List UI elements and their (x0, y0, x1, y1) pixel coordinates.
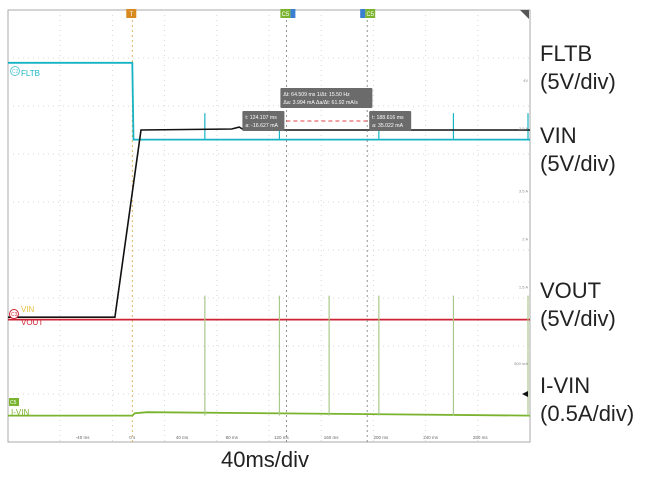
x-tick-label: -40 ms (76, 435, 91, 440)
right-scale-label: 4V (523, 78, 528, 83)
oscilloscope-plot: t: 124.107 ms a: -16.627 mA t: 188.616 ms a… (7, 9, 531, 443)
grid (8, 10, 530, 442)
ivin-scale: (0.5A/div) (540, 401, 635, 426)
cursor-b-marker: C5 (365, 9, 376, 18)
cursor-a-marker-text: C5 (282, 12, 290, 18)
vin-scale: (5V/div) (540, 151, 616, 176)
cursor-delta-readout-bg (280, 88, 373, 108)
fltb-name: FLTB (540, 41, 593, 66)
right-scale-label: 3.5 A (519, 188, 528, 193)
right-scale-label: 2 A (522, 236, 528, 241)
fltb-scale: (5V/div) (540, 69, 616, 94)
right-label-ivin: I-VIN (0.5A/div) (540, 372, 634, 428)
x-tick-label: 120 ms (274, 435, 290, 440)
right-scale-label: 500 mA (514, 361, 528, 366)
cursor-a-marker: C5 (280, 9, 291, 18)
right-scale-label: 1.5 A (519, 284, 528, 289)
fltb-trace (8, 61, 530, 141)
cursor-a-readout-line1: t: 124.107 ms (245, 115, 277, 121)
trigger-marker-bg (126, 9, 137, 18)
right-scale-label: 3.5 A (519, 126, 528, 131)
x-tick-labels: -40 ms 0 s 40 ms 80 ms 120 ms 160 ms 200 ms 240… (76, 435, 489, 440)
cursor-a-readout: t: 124.107 ms a: -16.627 mA (242, 111, 285, 131)
fltb-channel-label: FLTB (21, 69, 40, 78)
vout-scale: (5V/div) (540, 306, 616, 331)
cursor-delta-readout-line2: Δa: 3.994 mA Δa/Δt: 61.92 mA/s (283, 100, 358, 106)
x-tick-label: 240 ms (423, 435, 439, 440)
vout-channel-marker (9, 309, 19, 319)
top-markers: T C5 C5 (126, 9, 529, 19)
x-tick-label: 40 ms (176, 435, 189, 440)
fltb-channel-id: C2 (12, 69, 19, 75)
cursor-b-readout-line1: t: 188.616 ms (372, 115, 404, 121)
x-tick-label: 160 ms (324, 435, 340, 440)
vout-channel-id: C3 (11, 312, 18, 318)
cursor-b-marker-tab (360, 9, 366, 18)
cursor-b-marker-bg (365, 9, 376, 18)
traces (8, 61, 531, 417)
ivin-channel-id: C5 (10, 400, 17, 406)
ivin-name: I-VIN (540, 373, 591, 398)
trigger-marker-text: T (129, 12, 133, 18)
cursor-b-readout-line2: a: 35.022 mA (372, 123, 403, 129)
fltb-channel-marker (10, 66, 20, 76)
trigger-marker: T (126, 9, 137, 18)
right-label-vin: VIN (5V/div) (540, 122, 616, 178)
ivin-channel-marker (9, 398, 19, 406)
vin-channel-label: VIN (21, 305, 35, 314)
x-tick-label: 280 ms (473, 435, 489, 440)
x-axis-title: 40ms/div (220, 447, 310, 472)
vin-name: VIN (540, 123, 577, 148)
cursor-a-readout-line2: a: -16.627 mA (245, 123, 278, 129)
x-tick-label: 0 s (129, 435, 136, 440)
right-label-fltb: FLTB (5V/div) (540, 40, 616, 96)
cursors: t: 124.107 ms a: -16.627 mA t: 188.616 ms a… (242, 10, 412, 442)
cursor-delta-readout-line1: Δt: 64.509 ms 1/Δt: 15.50 Hz (283, 92, 350, 98)
cursor-delta-readout: Δt: 64.509 ms 1/Δt: 15.50 Hz Δa: 3.994 mA… (280, 88, 373, 108)
cursor-b-marker-text: C5 (366, 12, 374, 18)
corner-marker-icon (520, 10, 529, 19)
offset-arrow-icon (522, 391, 528, 397)
x-tick-label: 200 ms (373, 435, 389, 440)
cursor-b-readout: t: 188.616 ms a: 35.022 mA (369, 111, 412, 131)
x-tick-label: 80 ms (226, 435, 239, 440)
cursor-a-marker-tab (290, 9, 296, 18)
vout-channel-label: VOUT (21, 318, 43, 327)
cursor-a-readout-bg (242, 111, 285, 131)
ivin-channel-label: I-VIN (11, 408, 29, 417)
vout-name: VOUT (540, 278, 602, 303)
right-label-vout: VOUT (5V/div) (540, 277, 616, 333)
i-vin-trace (8, 411, 531, 417)
cursor-a-marker-bg (280, 9, 291, 18)
cursor-b-readout-bg (369, 111, 412, 131)
